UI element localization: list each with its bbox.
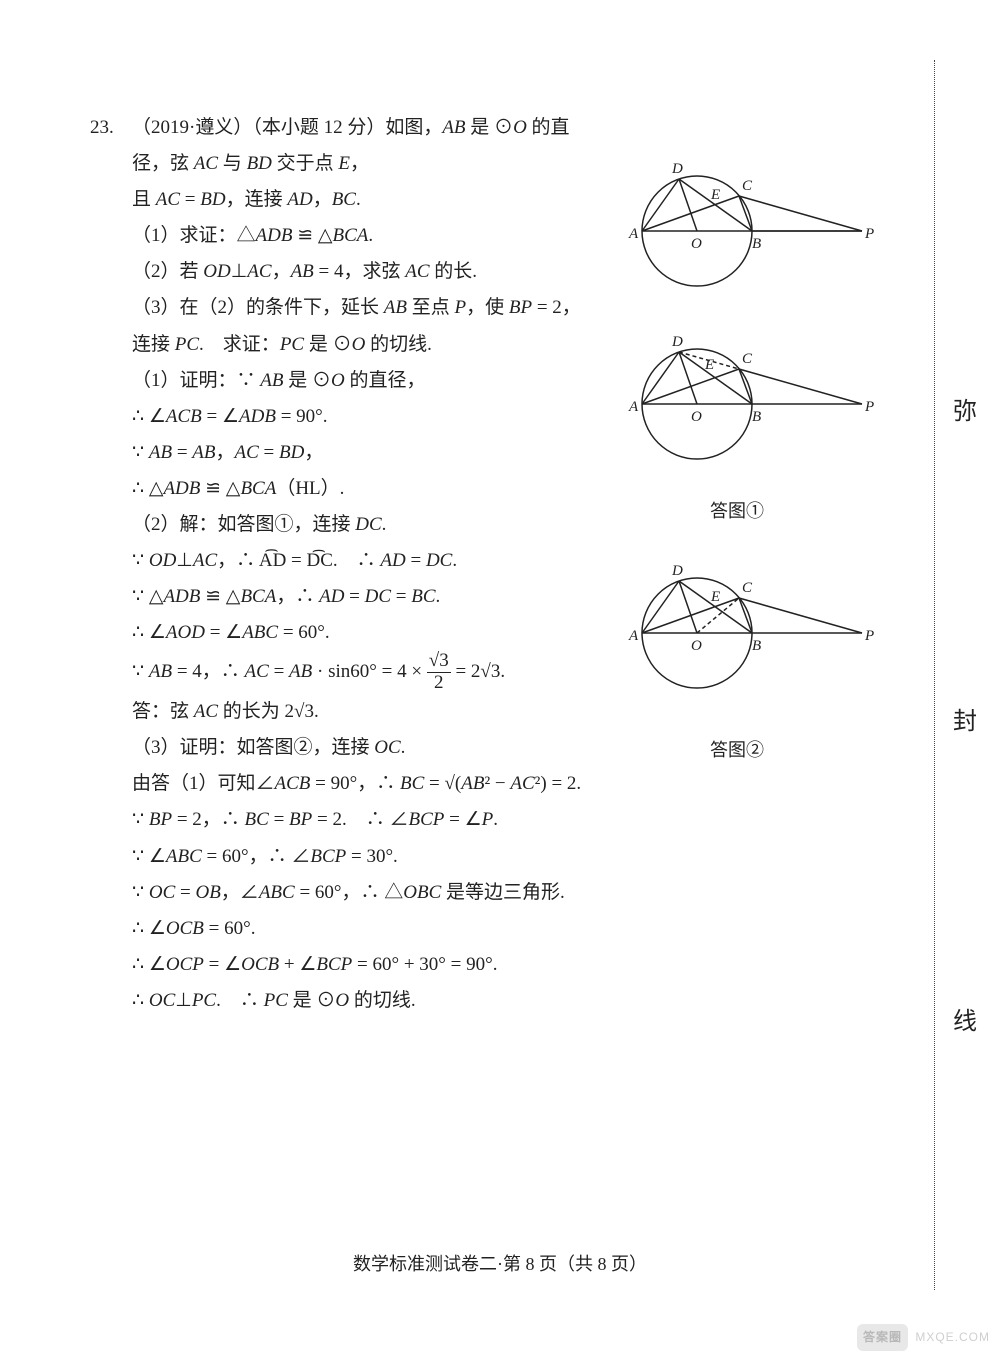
svg-text:O: O	[691, 409, 702, 425]
svg-text:O: O	[691, 638, 702, 654]
label-B: B	[752, 236, 761, 252]
line-8: ∵ AB = AB，AC = BD，	[132, 435, 602, 471]
svg-text:D: D	[671, 334, 683, 350]
svg-text:P: P	[864, 628, 874, 644]
label-D: D	[671, 161, 683, 177]
line-1: 且 AC = BD，连接 AD，BC.	[132, 182, 592, 218]
watermark: 答案圈 MXQE.COM	[857, 1324, 990, 1351]
watermark-url: MXQE.COM	[915, 1330, 990, 1344]
line-2: （1）求证：△ADB ≌ △BCA.	[132, 218, 592, 254]
line-20: ∵ OC = OB，∠ABC = 60°，∴ △OBC 是等边三角形.	[132, 875, 602, 911]
figure-2-caption: 答图①	[582, 494, 892, 528]
svg-text:E: E	[710, 589, 720, 605]
line-11: ∵ OD⊥AC，∴ A͡D = D͡C. ∴ AD = DC.	[132, 543, 602, 579]
figure-2: A B O D C E P	[587, 319, 887, 479]
line-15: 答：弦 AC 的长为 2√3.	[132, 694, 602, 730]
seal-dotted-line	[934, 60, 935, 1290]
label-E: E	[710, 187, 720, 203]
svg-text:C: C	[742, 580, 753, 596]
svg-text:B: B	[752, 409, 761, 425]
line-3: （2）若 OD⊥AC，AB = 4，求弦 AC 的长.	[132, 254, 592, 290]
svg-text:C: C	[742, 351, 753, 367]
seal-char-1: 弥	[950, 390, 980, 436]
line-10: （2）解：如答图①，连接 DC.	[132, 507, 602, 543]
label-O: O	[691, 236, 702, 252]
watermark-badge: 答案圈	[857, 1324, 908, 1351]
line-19: ∵ ∠ABC = 60°，∴ ∠BCP = 30°.	[132, 839, 602, 875]
label-C: C	[742, 178, 753, 194]
line-21: ∴ ∠OCB = 60°.	[132, 911, 602, 947]
line-9: ∴ △ADB ≌ △BCA（HL）.	[132, 471, 602, 507]
svg-text:E: E	[704, 357, 714, 373]
line-17: 由答（1）可知∠ACB = 90°，∴ BC = √(AB² − AC²) = …	[132, 766, 602, 802]
line-6: （1）证明：∵ AB 是 ⊙O 的直径，	[132, 363, 602, 399]
line-0: （2019·遵义）（本小题 12 分）如图，AB 是 ⊙O 的直径，弦 AC 与…	[132, 110, 592, 182]
label-P: P	[864, 226, 874, 242]
seal-char-3: 线	[950, 1000, 980, 1046]
page: 弥 封 线 23.	[0, 0, 1000, 1361]
line-7: ∴ ∠ACB = ∠ADB = 90°.	[132, 399, 602, 435]
figure-3: A B O D C E P	[587, 548, 887, 718]
page-footer: 数学标准测试卷二·第 8 页（共 8 页）	[0, 1247, 1000, 1281]
problem-number: 23.	[90, 110, 132, 1019]
line-12: ∵ △ADB ≌ △BCA，∴ AD = DC = BC.	[132, 579, 602, 615]
line-22: ∴ ∠OCP = ∠OCB + ∠BCP = 60° + 30° = 90°.	[132, 947, 602, 983]
figures-column: A B O D C E P	[582, 146, 892, 768]
seal-char-2: 封	[950, 700, 980, 746]
svg-text:P: P	[864, 399, 874, 415]
line-5: 连接 PC. 求证：PC 是 ⊙O 的切线.	[132, 327, 592, 363]
svg-text:A: A	[628, 628, 639, 644]
figure-1: A B O D C E P	[587, 146, 887, 306]
svg-text:A: A	[628, 399, 639, 415]
figure-3-caption: 答图②	[582, 733, 892, 767]
line-18: ∵ BP = 2，∴ BC = BP = 2. ∴ ∠BCP = ∠P.	[132, 802, 602, 838]
line-14: ∵ AB = 4，∴ AC = AB · sin60° = 4 × √32 = …	[132, 651, 602, 694]
line-13: ∴ ∠AOD = ∠ABC = 60°.	[132, 615, 602, 651]
problem-body: A B O D C E P	[132, 110, 880, 1019]
line-4: （3）在（2）的条件下，延长 AB 至点 P，使 BP = 2，	[132, 290, 592, 326]
label-A: A	[628, 226, 639, 242]
svg-text:B: B	[752, 638, 761, 654]
line-16: （3）证明：如答图②，连接 OC.	[132, 730, 602, 766]
problem-container: 23.	[90, 110, 880, 1019]
line-23: ∴ OC⊥PC. ∴ PC 是 ⊙O 的切线.	[132, 983, 602, 1019]
svg-text:D: D	[671, 563, 683, 579]
